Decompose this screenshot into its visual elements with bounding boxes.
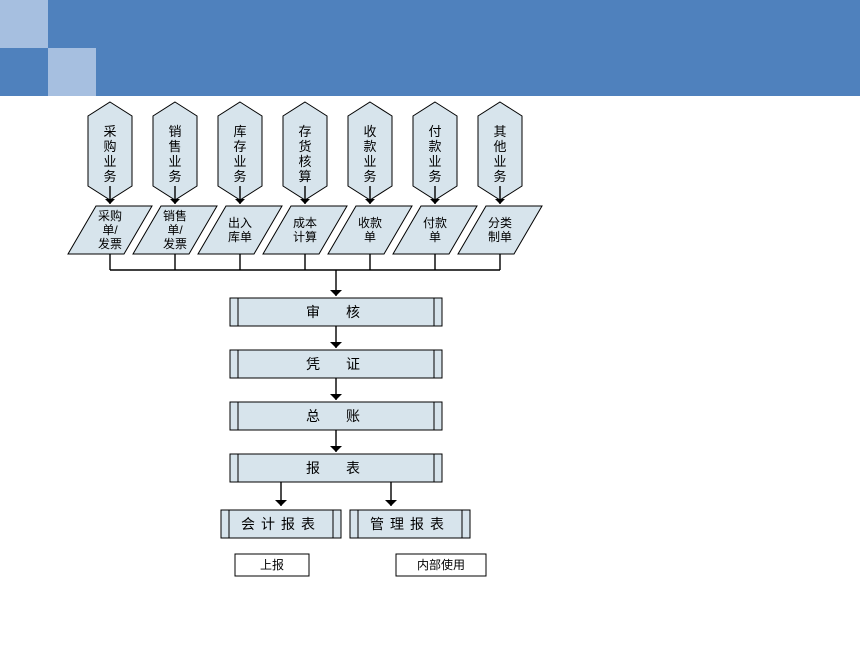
svg-text:业: 业 xyxy=(168,154,181,169)
hexagon-node: 付款业务 xyxy=(413,102,457,200)
svg-text:出入: 出入 xyxy=(228,216,252,230)
hexagon-node: 库存业务 xyxy=(218,102,262,200)
svg-text:销售: 销售 xyxy=(163,208,187,223)
svg-text:存: 存 xyxy=(233,139,246,154)
svg-text:其: 其 xyxy=(493,124,506,139)
footer-label: 上报 xyxy=(235,554,309,576)
svg-text:存: 存 xyxy=(298,124,311,139)
svg-text:销: 销 xyxy=(168,124,181,139)
svg-text:库: 库 xyxy=(233,124,246,139)
footer-label: 内部使用 xyxy=(396,554,486,576)
flowchart-svg: 采购业务销售业务库存业务存货核算收款业务付款业务其他业务采购单/发票销售单/发票… xyxy=(0,0,860,645)
output-bar: 会计报表 xyxy=(221,510,341,538)
hexagon-node: 采购业务 xyxy=(88,102,132,200)
svg-text:购: 购 xyxy=(103,139,116,154)
svg-text:务: 务 xyxy=(363,169,376,184)
svg-text:计算: 计算 xyxy=(293,229,317,244)
svg-text:收款: 收款 xyxy=(358,216,382,230)
hexagon-node: 其他业务 xyxy=(478,102,522,200)
svg-text:采: 采 xyxy=(103,124,116,139)
svg-text:务: 务 xyxy=(168,169,181,184)
svg-text:上报: 上报 xyxy=(260,557,284,572)
svg-text:业: 业 xyxy=(103,154,116,169)
process-bar: 凭 证 xyxy=(230,350,442,378)
process-bar: 总 账 xyxy=(230,402,442,430)
svg-text:业: 业 xyxy=(363,154,376,169)
svg-text:售: 售 xyxy=(168,139,181,154)
svg-text:货: 货 xyxy=(298,139,311,154)
svg-text:发票: 发票 xyxy=(98,236,122,251)
svg-text:业: 业 xyxy=(233,154,246,169)
svg-text:收: 收 xyxy=(363,124,376,139)
svg-text:分类: 分类 xyxy=(488,216,512,230)
process-bar: 报 表 xyxy=(230,454,442,482)
svg-text:报 表: 报 表 xyxy=(306,460,366,476)
hexagon-node: 存货核算 xyxy=(283,102,327,200)
svg-text:业: 业 xyxy=(493,154,506,169)
svg-text:单/: 单/ xyxy=(102,223,118,237)
svg-text:业: 业 xyxy=(428,154,441,169)
svg-text:会计报表: 会计报表 xyxy=(241,516,321,532)
svg-text:单: 单 xyxy=(364,230,376,244)
svg-text:算: 算 xyxy=(298,169,311,184)
svg-text:务: 务 xyxy=(233,169,246,184)
svg-text:务: 务 xyxy=(428,169,441,184)
svg-text:凭 证: 凭 证 xyxy=(306,356,366,372)
svg-text:单/: 单/ xyxy=(167,223,183,237)
svg-text:审 核: 审 核 xyxy=(306,304,366,320)
svg-text:采购: 采购 xyxy=(98,208,122,223)
svg-text:库单: 库单 xyxy=(228,229,252,244)
svg-text:款: 款 xyxy=(428,139,441,154)
svg-text:总 账: 总 账 xyxy=(306,408,366,424)
svg-text:付款: 付款 xyxy=(423,216,447,230)
hexagon-node: 销售业务 xyxy=(153,102,197,200)
process-bar: 审 核 xyxy=(230,298,442,326)
svg-text:管理报表: 管理报表 xyxy=(370,516,450,532)
svg-text:内部使用: 内部使用 xyxy=(417,557,465,572)
svg-text:成本: 成本 xyxy=(293,216,317,230)
svg-text:发票: 发票 xyxy=(163,236,187,251)
svg-text:核: 核 xyxy=(298,154,311,169)
svg-text:务: 务 xyxy=(493,169,506,184)
output-bar: 管理报表 xyxy=(350,510,470,538)
svg-text:款: 款 xyxy=(363,139,376,154)
hexagon-node: 收款业务 xyxy=(348,102,392,200)
svg-text:单: 单 xyxy=(429,230,441,244)
svg-text:他: 他 xyxy=(493,139,506,154)
svg-text:付: 付 xyxy=(428,124,441,139)
svg-text:务: 务 xyxy=(103,169,116,184)
svg-text:制单: 制单 xyxy=(488,230,512,244)
